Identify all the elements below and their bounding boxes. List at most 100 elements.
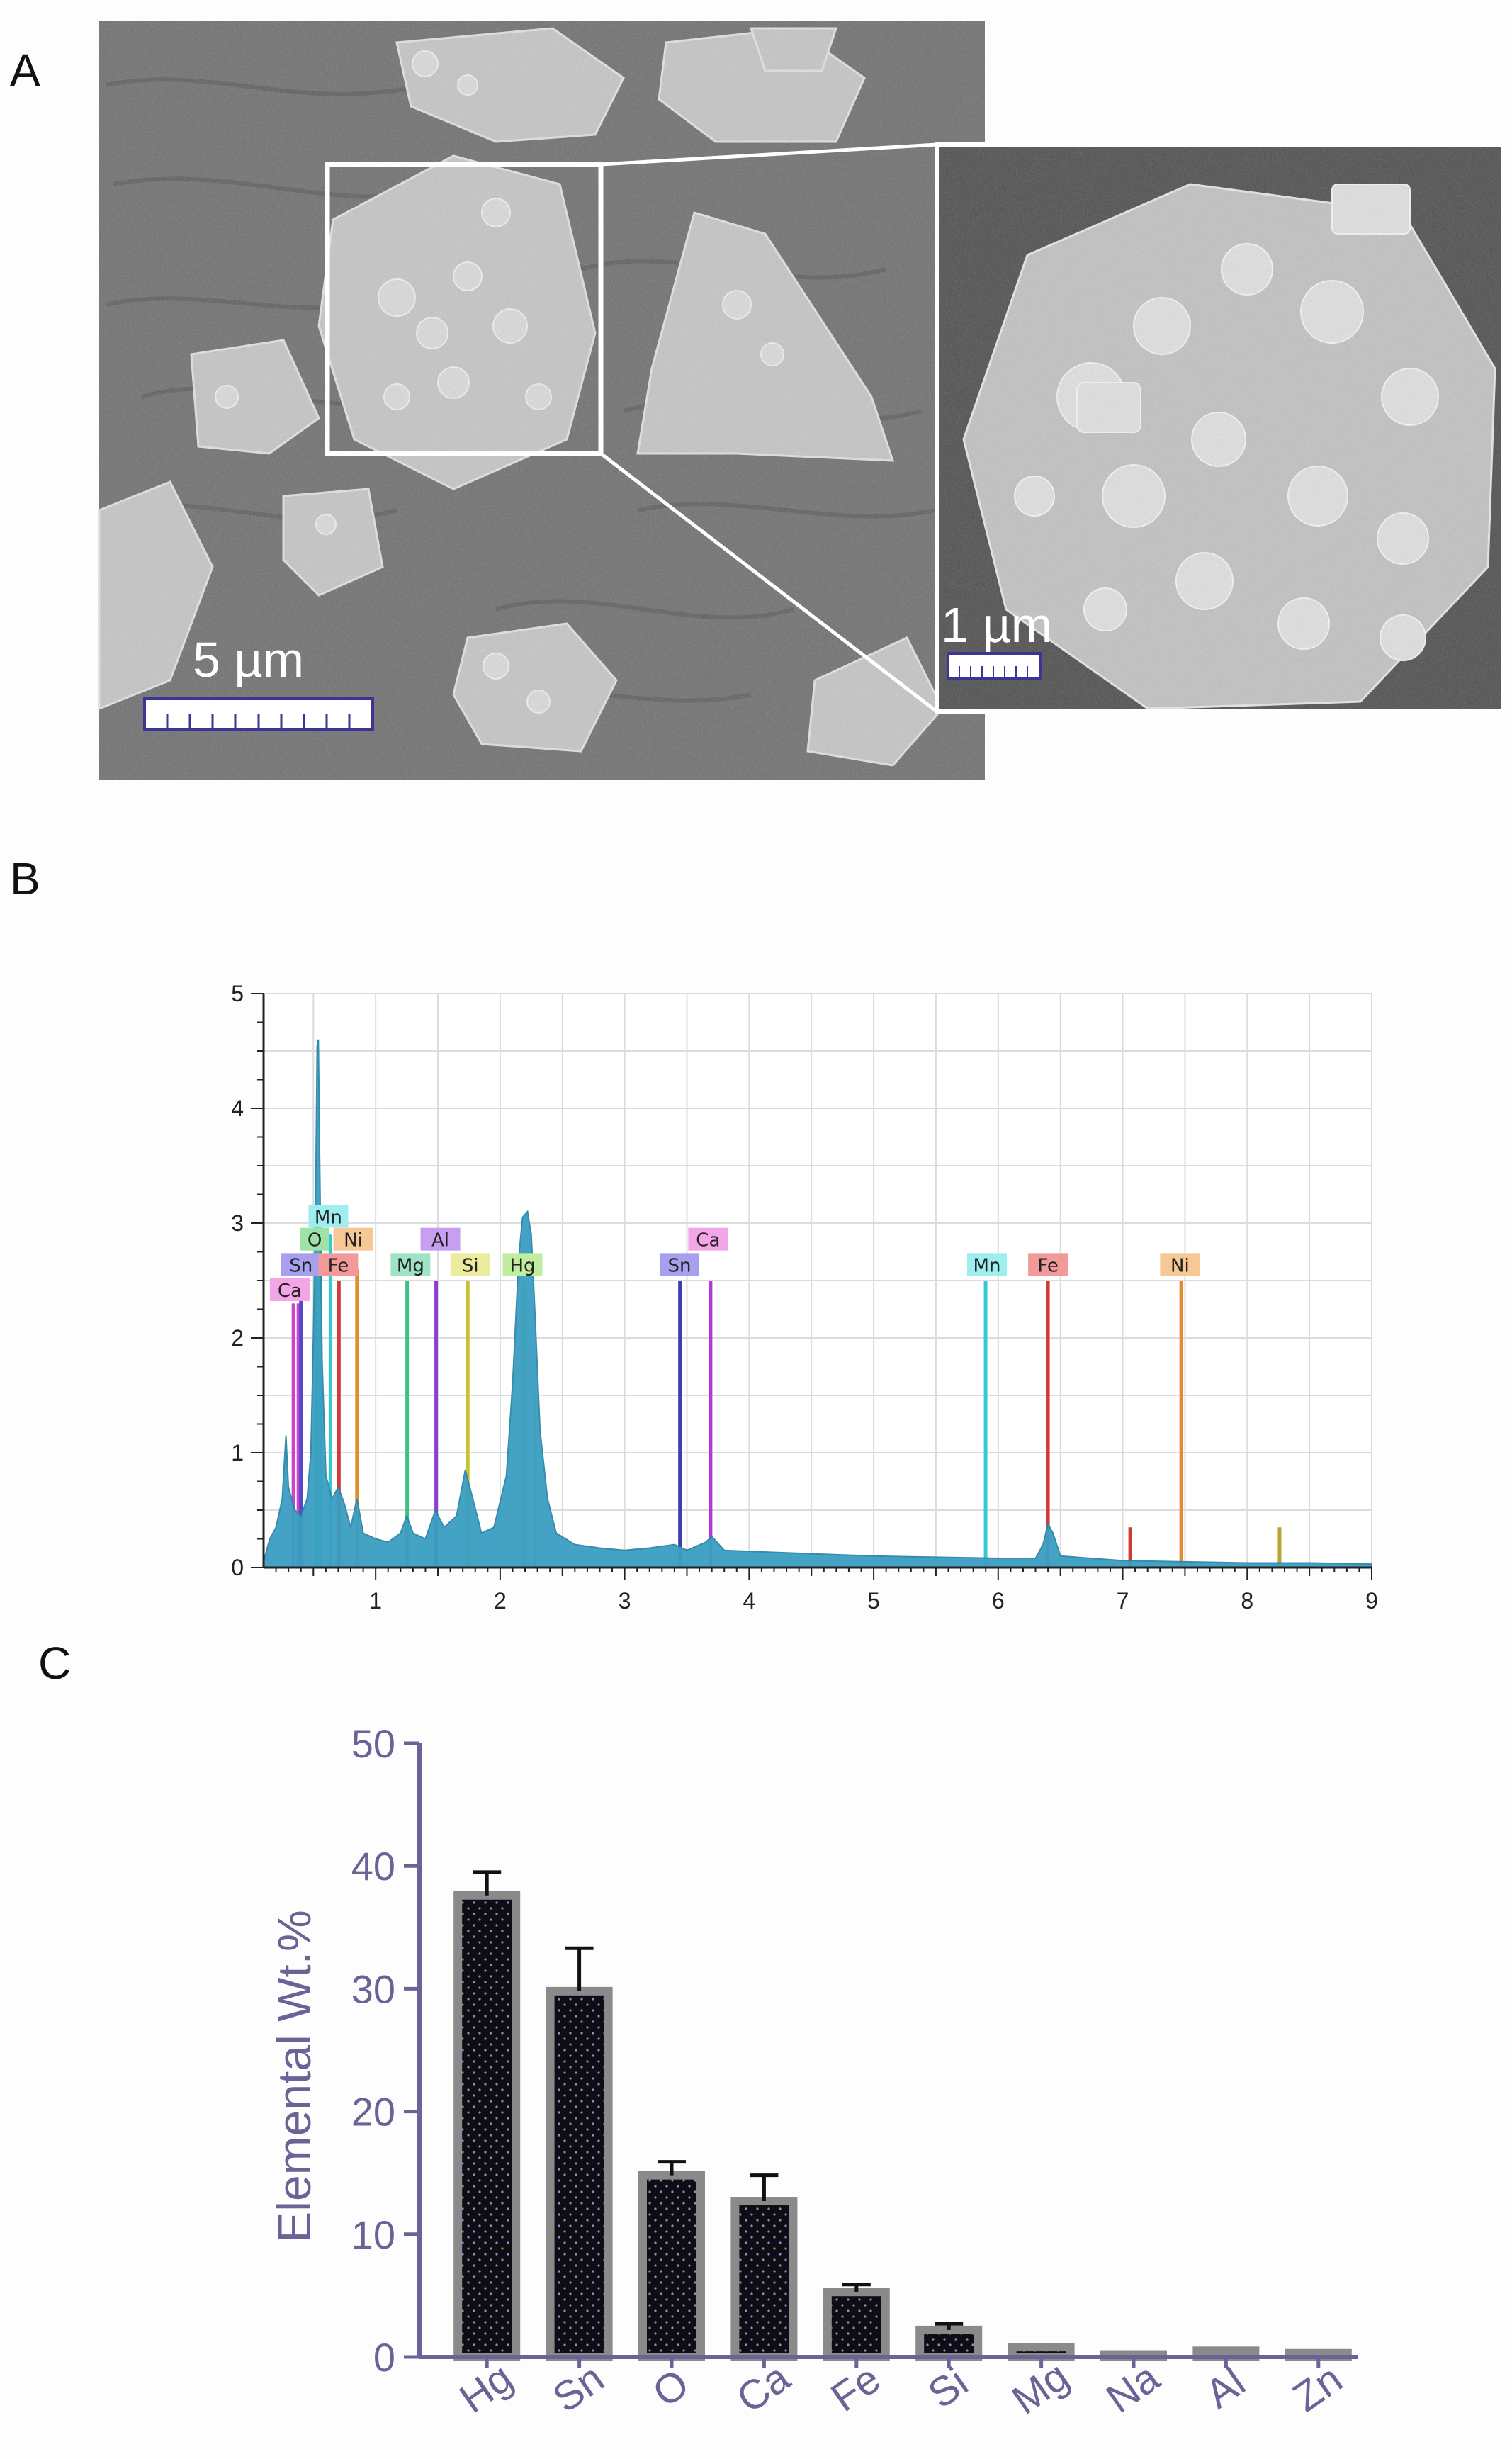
element-tag-label: Mn <box>974 1255 1001 1276</box>
element-tag-box <box>300 1227 329 1251</box>
scale-label-inset: 1 µm <box>941 597 1052 653</box>
element-tag-ca: Ca <box>688 1227 728 1251</box>
composition-axes: 0 10 20 30 40 50 <box>351 1721 1358 2380</box>
element-tag-label: Si <box>462 1255 479 1276</box>
element-tag-mn: Mn <box>308 1205 349 1228</box>
zoom-selection-box <box>325 162 604 456</box>
bar-ca: Ca <box>728 2173 799 2422</box>
element-tag-label: Mg <box>397 1255 424 1276</box>
y-tick-label: 20 <box>351 2090 395 2134</box>
element-tag-o: O <box>300 1227 329 1251</box>
bar-sn: Sn <box>545 1946 613 2421</box>
spectrum-area <box>263 1039 1372 1568</box>
spectrum-y-tick-label: 5 <box>231 981 244 1006</box>
element-tag-label: Ca <box>278 1281 302 1302</box>
element-tag-ni: Ni <box>1160 1253 1200 1276</box>
element-tag-box <box>1160 1253 1200 1276</box>
spectrum-series <box>263 1039 1372 1568</box>
spectrum-x-tick-label: 1 <box>369 1588 382 1614</box>
x-tick-label: Hg <box>451 2354 521 2422</box>
element-tag-box <box>281 1253 321 1276</box>
element-tag-mn: Mn <box>966 1253 1007 1276</box>
spectrum-x-tick-label: 3 <box>619 1588 631 1614</box>
element-tag-box <box>420 1227 461 1251</box>
bar-rect <box>730 2197 798 2361</box>
bar-rect <box>823 2288 890 2362</box>
bar-rect <box>453 1891 521 2362</box>
composition-y-axis-label: Elemental Wt.% <box>268 1910 320 2242</box>
bar-na: Na <box>1098 2350 1168 2422</box>
element-tag-fe: Fe <box>318 1253 359 1276</box>
element-tag-box <box>659 1253 699 1276</box>
spectrum-x-tick-label: 4 <box>743 1588 755 1614</box>
bar-fe: Fe <box>823 2283 890 2421</box>
spectrum-y-tick-label: 1 <box>231 1440 244 1465</box>
spectrum-x-tick-label: 8 <box>1241 1588 1253 1614</box>
bar-rect <box>638 2171 705 2362</box>
element-tag-label: Hg <box>509 1255 535 1276</box>
scale-label-main: 5 µm <box>193 632 304 687</box>
y-tick-label: 0 <box>373 2335 395 2380</box>
spectrum-x-tick-label: 7 <box>1117 1588 1129 1614</box>
panel-label-b: B <box>10 853 40 904</box>
spectrum-grid <box>264 993 1372 1568</box>
x-tick-label: Sn <box>545 2355 612 2421</box>
panel-label-a: A <box>10 45 40 96</box>
x-tick-label: Mg <box>1004 2353 1077 2423</box>
x-tick-label: Si <box>920 2359 976 2418</box>
bar-rect <box>546 1986 613 2361</box>
zoom-connector-bottom <box>599 452 938 713</box>
element-tag-box <box>390 1253 431 1276</box>
spectrum-y-tick-label: 4 <box>231 1096 244 1121</box>
spectrum-axes: 0 1 2 3 4 5 1 2 3 4 5 6 7 8 9 <box>231 981 1378 1614</box>
sem-micrograph: 5 µm 1 µm <box>98 21 1506 780</box>
element-tag-box <box>333 1227 373 1251</box>
bar-hg: Hg <box>451 1870 521 2422</box>
x-tick-label: Fe <box>823 2356 888 2421</box>
element-tag-label: Sn <box>289 1255 312 1276</box>
element-tag-box <box>318 1253 359 1276</box>
spectrum-y-tick-label: 2 <box>231 1325 244 1351</box>
x-tick-label: Ca <box>728 2354 799 2422</box>
y-tick-label: 40 <box>351 1844 395 1889</box>
panel-label-c: C <box>38 1638 72 1689</box>
x-tick-label: Na <box>1098 2354 1168 2422</box>
spectrum-x-tick-label: 9 <box>1365 1588 1378 1614</box>
element-tag-label: Sn <box>667 1255 691 1276</box>
x-tick-label: Al <box>1197 2359 1253 2418</box>
element-tag-label: Al <box>431 1230 449 1251</box>
element-tag-mg: Mg <box>390 1253 431 1276</box>
sem-inset: 1 µm <box>935 142 1506 714</box>
element-tag-box <box>502 1253 543 1276</box>
element-tag-box <box>308 1205 349 1228</box>
element-tag-ca: Ca <box>269 1278 310 1302</box>
spectrum-x-tick-label: 5 <box>867 1588 880 1614</box>
bar-al: Al <box>1192 2346 1260 2418</box>
y-tick-label: 50 <box>351 1721 395 1766</box>
spectrum-x-tick-label: 2 <box>494 1588 507 1614</box>
composition-bars: Hg Sn O Ca Fe Si Mg Na Al Zn <box>451 1870 1352 2424</box>
bar-zn: Zn <box>1285 2348 1352 2421</box>
element-tag-box <box>450 1253 490 1276</box>
bar-si: Si <box>915 2322 983 2418</box>
elemental-composition-chart: Hg Sn O Ca Fe Si Mg Na Al Zn 0 10 20 30 40 50 Elementa… <box>268 1721 1358 2424</box>
scale-bar-inset-ticks <box>959 666 1028 679</box>
element-tag-label: Fe <box>328 1255 349 1276</box>
bar-o: O <box>638 2160 705 2416</box>
element-tag-label: Ni <box>1170 1255 1190 1276</box>
scale-bar-main-ticks <box>166 714 351 730</box>
element-tag-sn: Sn <box>659 1253 699 1276</box>
x-tick-label: O <box>645 2360 697 2416</box>
bar-rect <box>915 2325 983 2361</box>
element-tag-label: Ni <box>344 1230 363 1251</box>
y-tick-label: 30 <box>351 1966 395 2011</box>
element-tag-box <box>688 1227 728 1251</box>
element-tag-label: O <box>308 1230 322 1251</box>
zoom-connector-top <box>600 142 937 167</box>
element-tag-label: Fe <box>1037 1255 1059 1276</box>
spectrum-x-tick-label: 6 <box>992 1588 1005 1614</box>
y-tick-label: 10 <box>351 2212 395 2257</box>
spectrum-y-tick-label: 0 <box>231 1555 244 1580</box>
